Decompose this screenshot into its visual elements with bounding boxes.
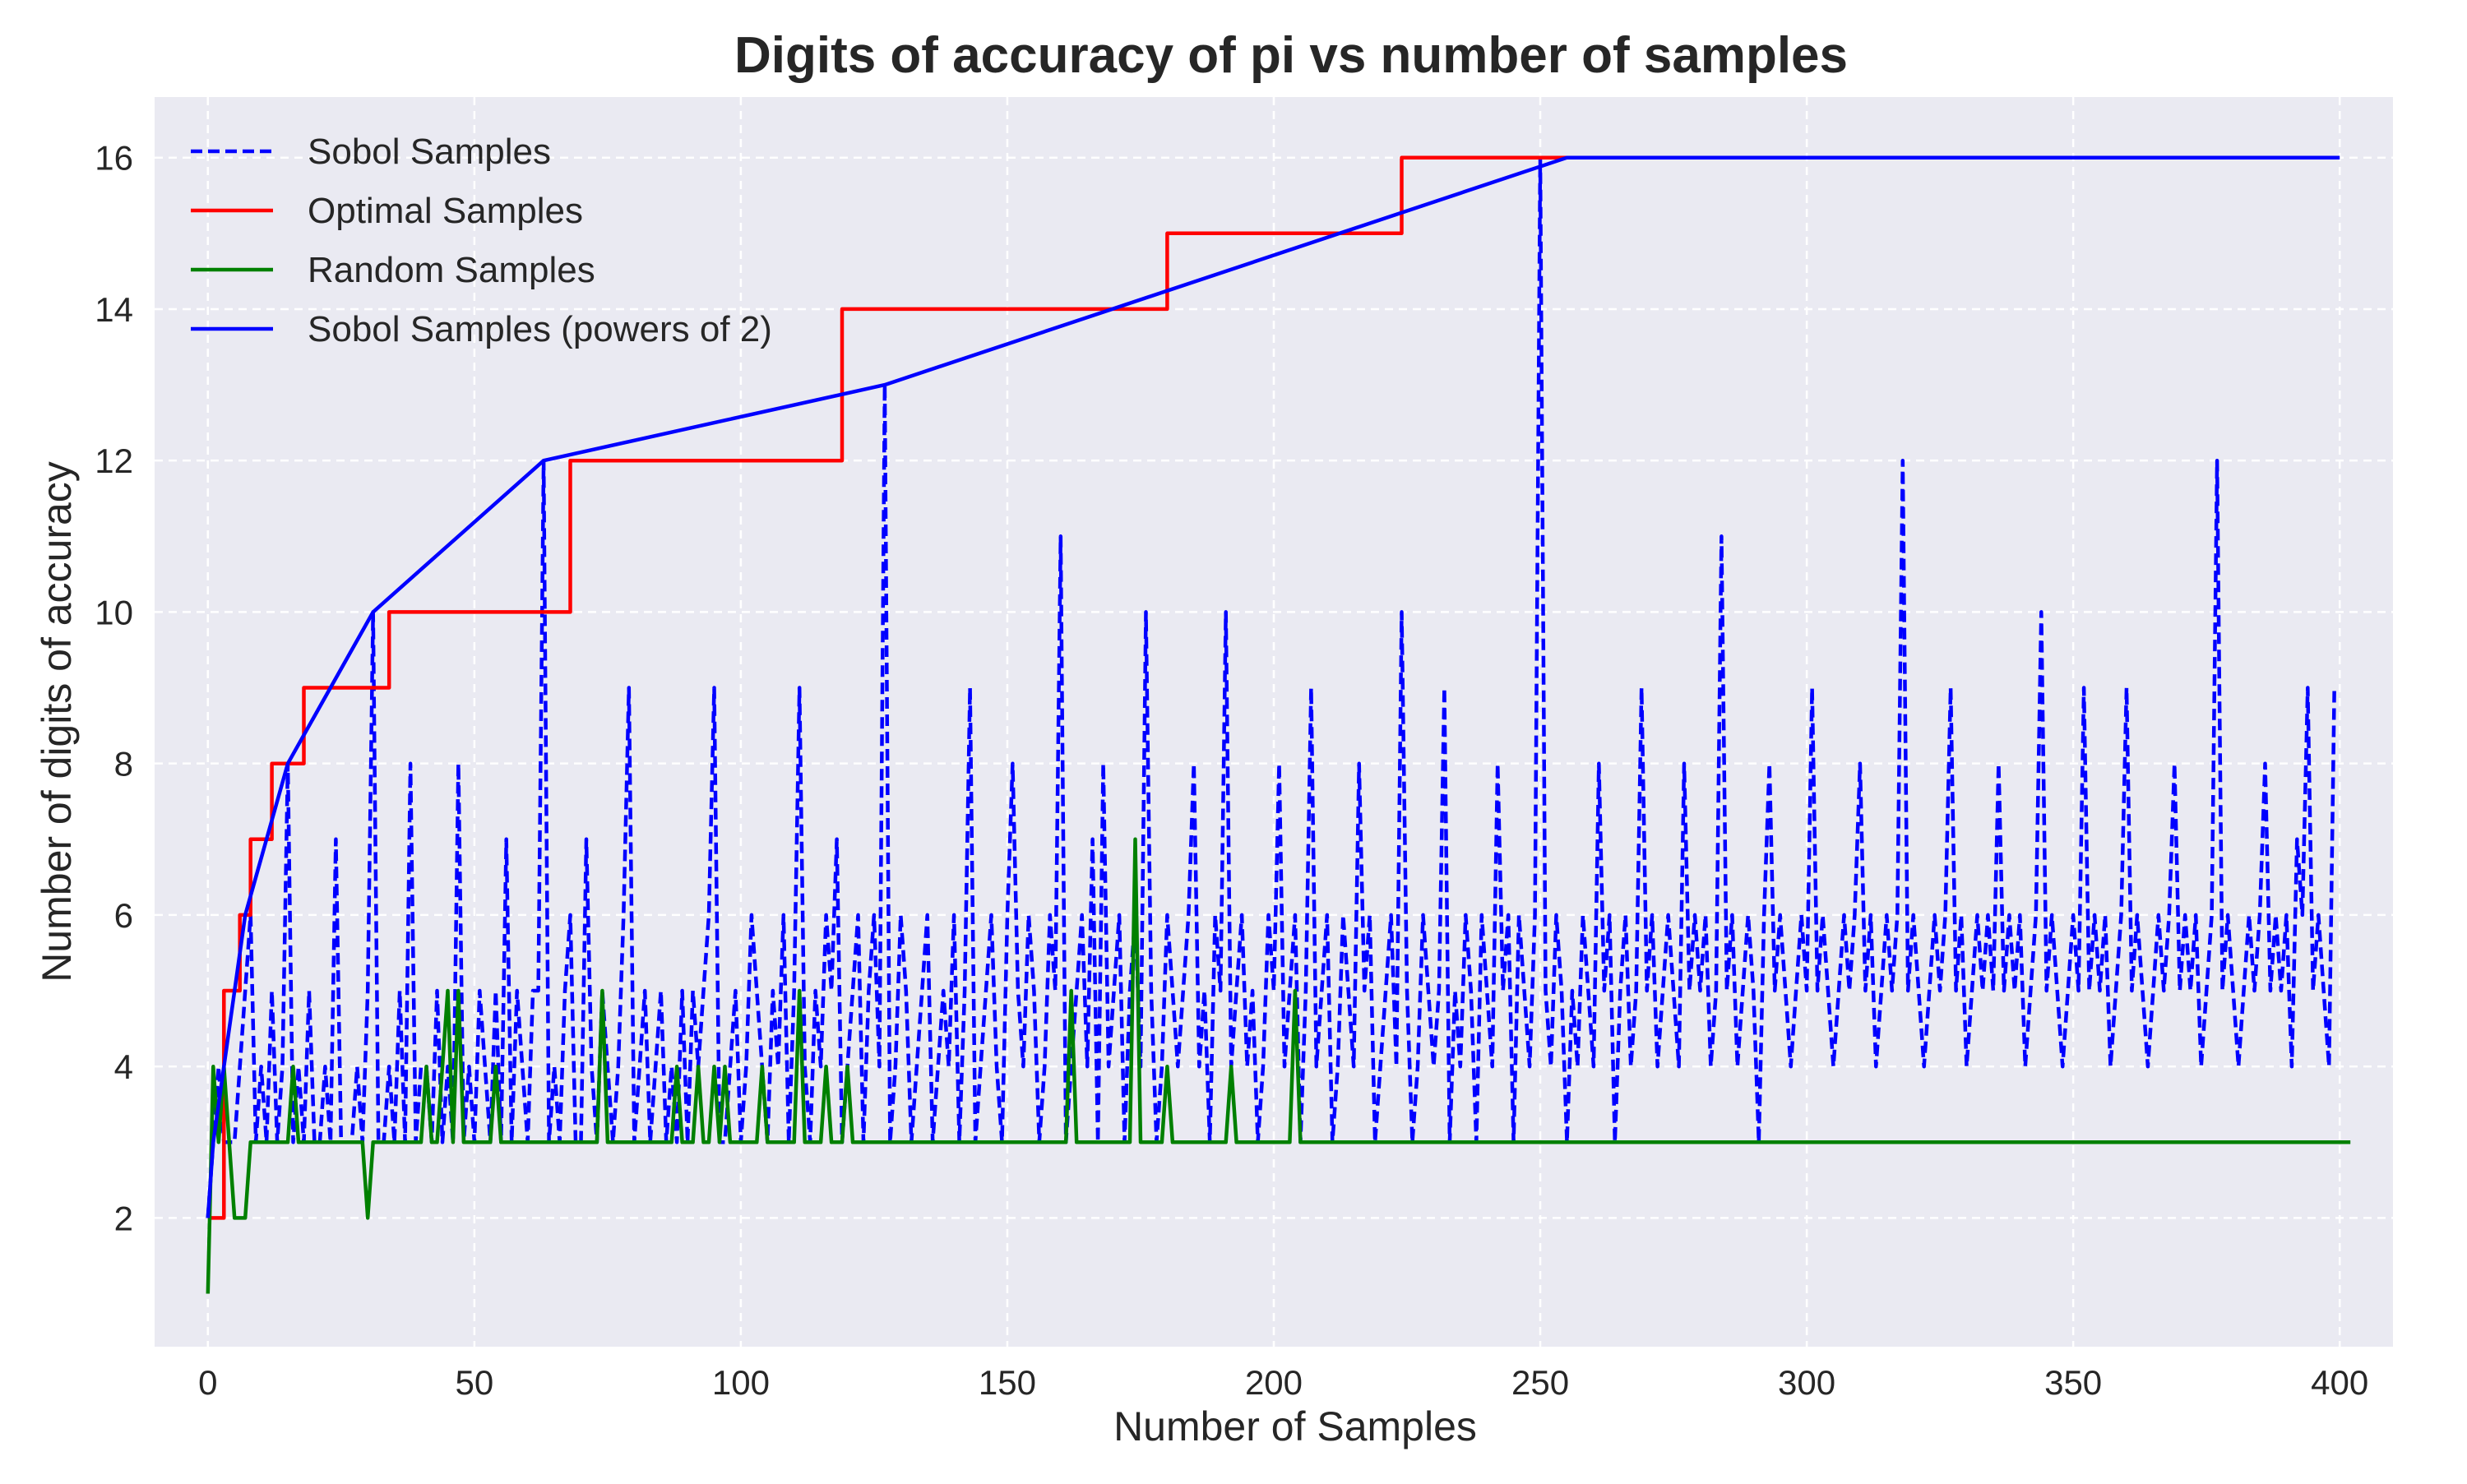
series-line-random-samples	[206, 837, 2351, 1294]
x-tick-label: 250	[1511, 1363, 1569, 1402]
legend-label: Optimal Samples	[308, 191, 583, 231]
y-tick-label: 4	[114, 1047, 133, 1086]
chart-title: Digits of accuracy of pi vs number of sa…	[734, 27, 1848, 84]
series-line-sobol-samples	[206, 155, 2336, 1218]
x-axis-label: Number of Samples	[1113, 1403, 1477, 1449]
y-tick-label: 6	[114, 896, 133, 935]
legend-label: Random Samples	[308, 250, 595, 290]
x-tick-label: 400	[2311, 1363, 2368, 1402]
x-tick-label: 200	[1245, 1363, 1303, 1402]
series-lines	[206, 155, 2351, 1294]
x-tick-label: 300	[1778, 1363, 1835, 1402]
series-line-sobol-samples-powers-of-2	[206, 155, 2340, 1218]
x-tick-label: 100	[712, 1363, 770, 1402]
y-tick-label: 12	[95, 442, 133, 480]
x-tick-label: 350	[2044, 1363, 2102, 1402]
y-tick-label: 10	[95, 593, 133, 631]
x-tick-label: 50	[455, 1363, 493, 1402]
y-axis-label: Number of digits of accuracy	[34, 461, 80, 982]
legend-label: Sobol Samples (powers of 2)	[308, 309, 772, 349]
x-tick-label: 150	[979, 1363, 1036, 1402]
legend: Sobol Samples Optimal Samples Random Sampl…	[191, 132, 772, 349]
legend-label: Sobol Samples	[308, 132, 551, 172]
y-tick-label: 16	[95, 139, 133, 178]
axis-ticks: 0 50 100 150 200 250 300 350 400 2 4 6 8 10 12 14 16	[95, 139, 2368, 1402]
y-tick-label: 14	[95, 290, 133, 329]
gridlines	[155, 97, 2393, 1347]
y-tick-label: 8	[114, 745, 133, 784]
x-tick-label: 0	[198, 1363, 217, 1402]
y-tick-label: 2	[114, 1199, 133, 1237]
